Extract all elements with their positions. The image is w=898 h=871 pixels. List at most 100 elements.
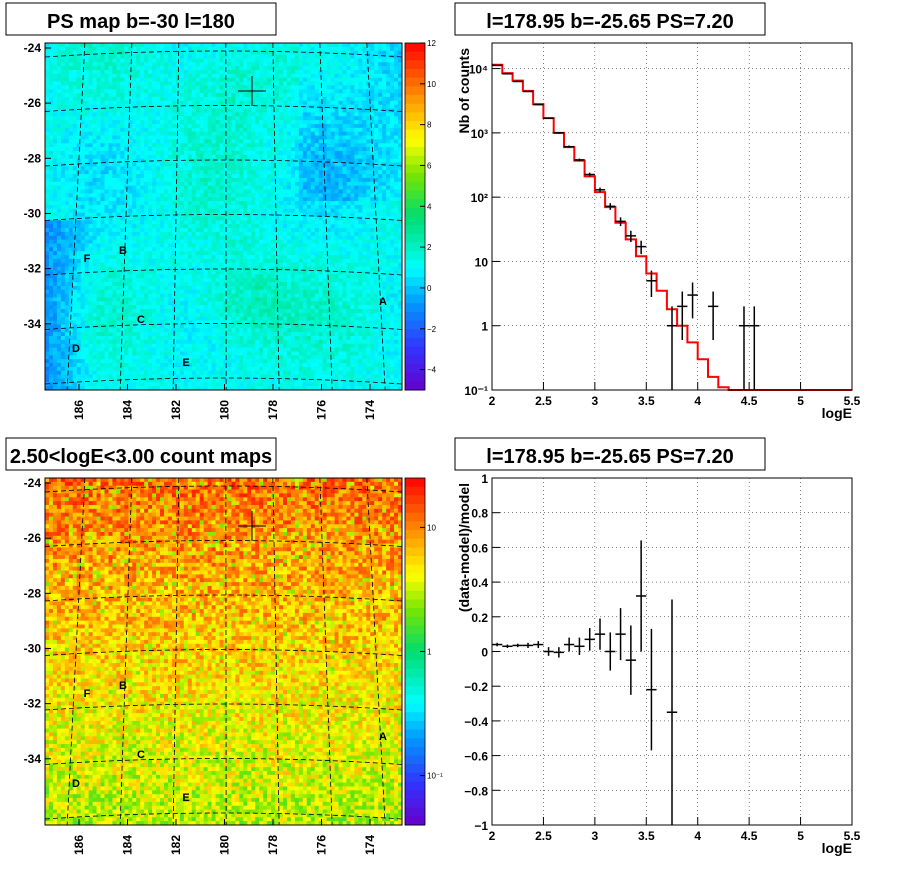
map-pixel (128, 293, 133, 298)
map-pixel (255, 208, 260, 214)
map-pixel (175, 293, 181, 298)
map-pixel (96, 339, 101, 345)
map-pixel (72, 289, 78, 295)
map-pixel (199, 231, 205, 237)
map-pixel (187, 131, 193, 136)
map-pixel (64, 270, 70, 275)
map-pixel (52, 305, 58, 310)
map-pixel (112, 189, 117, 194)
map-pixel (64, 328, 70, 333)
map-pixel (108, 297, 113, 302)
map-pixel (120, 351, 125, 356)
map-pixel (203, 108, 209, 113)
map-pixel (92, 370, 97, 375)
map-pixel (191, 328, 197, 333)
map-pixel (80, 332, 86, 337)
map-pixel (235, 320, 240, 325)
map-pixel (152, 150, 157, 156)
map-pixel (247, 224, 252, 229)
map-pixel (203, 370, 209, 375)
map-pixel (72, 77, 78, 82)
map-pixel (235, 189, 240, 194)
map-pixel (100, 312, 105, 318)
map-pixel (171, 77, 177, 82)
map-pixel (195, 108, 201, 113)
map-pixel (76, 197, 82, 202)
map-pixel (199, 386, 205, 391)
map-pixel (207, 386, 212, 391)
map-pixel (171, 189, 177, 194)
map-pixel (175, 386, 181, 391)
map-pixel (215, 282, 220, 287)
map-pixel (183, 204, 189, 210)
map-pixel (152, 231, 157, 237)
map-pixel (136, 62, 141, 67)
map-pixel (251, 251, 256, 256)
map-pixel (144, 378, 149, 383)
map-pixel (144, 201, 149, 206)
map-pixel (259, 166, 264, 171)
map-pixel (179, 77, 185, 82)
map-pixel (136, 181, 141, 187)
map-pixel (239, 382, 244, 387)
map-pixel (56, 131, 62, 136)
map-pixel (160, 54, 165, 59)
map-pixel (100, 359, 105, 364)
map-pixel (116, 104, 121, 109)
map-pixel (156, 58, 161, 63)
map-pixel (88, 359, 93, 364)
map-pixel (124, 274, 129, 279)
map-pixel (164, 201, 169, 206)
map-pixel (191, 359, 197, 364)
map-pixel (72, 46, 78, 52)
map-pixel (132, 93, 137, 98)
map-pixel (199, 46, 205, 52)
map-pixel (132, 251, 137, 256)
map-pixel (96, 62, 101, 67)
map-pixel (100, 328, 105, 333)
map-pixel (128, 297, 133, 302)
map-pixel (187, 189, 193, 194)
map-pixel (72, 166, 78, 171)
map-pixel (211, 366, 216, 372)
map-pixel (96, 374, 101, 379)
map-pixel (92, 316, 97, 321)
map-pixel (171, 147, 177, 152)
map-pixel (211, 285, 216, 291)
map-pixel (191, 54, 197, 59)
map-pixel (108, 127, 113, 133)
map-pixel (255, 231, 260, 237)
map-pixel (84, 297, 90, 302)
map-pixel (183, 139, 189, 144)
map-pixel (207, 316, 212, 321)
map-pixel (199, 77, 205, 82)
map-pixel (160, 332, 165, 337)
map-pixel (203, 282, 209, 287)
map-pixel (112, 150, 117, 156)
map-pixel (263, 170, 268, 175)
map-pixel (104, 50, 109, 55)
map-pixel (239, 158, 244, 163)
map-pixel (152, 181, 157, 187)
map-pixel (68, 370, 74, 375)
map-pixel (171, 224, 177, 229)
map-pixel (96, 239, 101, 244)
map-pixel (219, 339, 224, 345)
map-pixel (84, 278, 90, 283)
map-pixel (207, 228, 212, 233)
map-pixel (239, 73, 244, 79)
map-pixel (136, 54, 141, 59)
map-pixel (140, 347, 145, 352)
map-pixel (219, 370, 224, 375)
map-pixel (84, 228, 90, 233)
map-pixel (128, 201, 133, 206)
map-pixel (179, 150, 185, 156)
map-pixel (215, 274, 220, 279)
map-pixel (251, 127, 256, 133)
map-pixel (247, 77, 252, 82)
map-pixel (207, 143, 212, 148)
map-pixel (215, 312, 220, 318)
map-pixel (215, 228, 220, 233)
map-pixel (183, 216, 189, 221)
map-pixel (195, 270, 201, 275)
